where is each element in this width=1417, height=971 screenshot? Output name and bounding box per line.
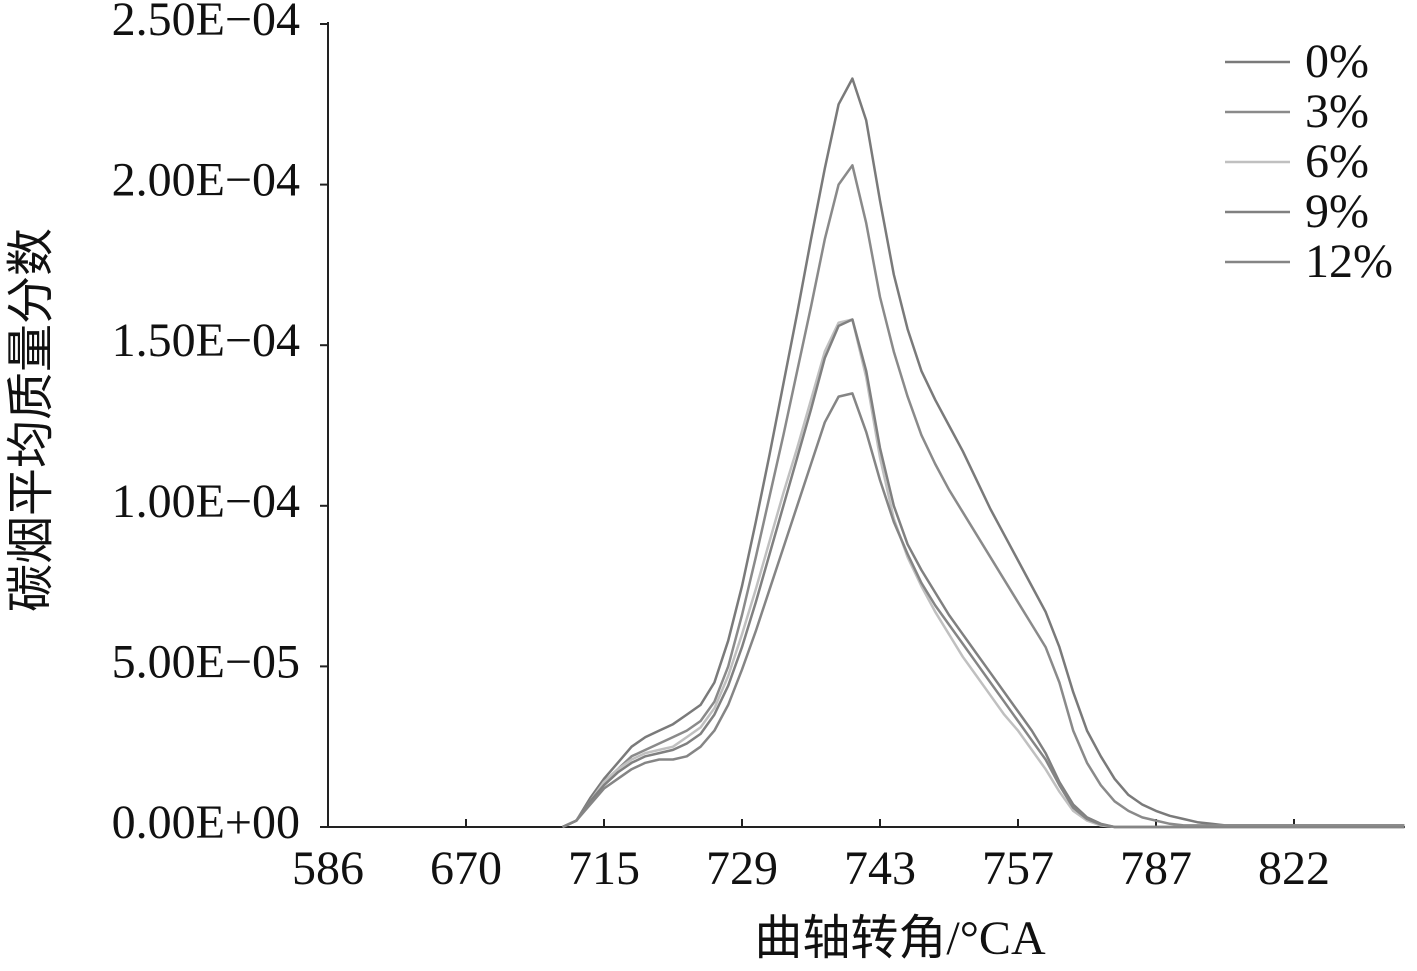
x-tick-label: 729 (706, 842, 778, 895)
legend-label: 6% (1305, 135, 1369, 188)
x-tick-label: 787 (1120, 842, 1192, 895)
x-tick-label: 822 (1258, 842, 1330, 895)
y-tick-label: 1.50E−04 (112, 314, 300, 367)
x-tick-label: 586 (292, 842, 364, 895)
y-tick-label: 0.00E+00 (112, 796, 300, 849)
x-tick-label: 743 (844, 842, 916, 895)
legend-label: 12% (1305, 235, 1393, 288)
legend-label: 9% (1305, 185, 1369, 238)
y-tick-label: 2.00E−04 (112, 154, 300, 207)
x-axis-title: 曲轴转角/°CA (754, 912, 1046, 965)
y-tick-label: 5.00E−05 (112, 635, 300, 688)
series-line (562, 164, 1405, 829)
series-line (562, 318, 1405, 829)
legend-label: 0% (1305, 35, 1369, 88)
series-line (562, 77, 1405, 829)
y-axis-title: 碳烟平均质量分数 (5, 228, 58, 612)
y-tick-label: 2.50E−04 (112, 0, 300, 46)
x-tick-label: 670 (430, 842, 502, 895)
series-line (562, 392, 1405, 829)
series-line (562, 318, 1405, 829)
x-tick-label: 715 (568, 842, 640, 895)
y-tick-label: 1.00E−04 (112, 475, 300, 528)
x-tick-label: 757 (982, 842, 1054, 895)
legend-label: 3% (1305, 85, 1369, 138)
